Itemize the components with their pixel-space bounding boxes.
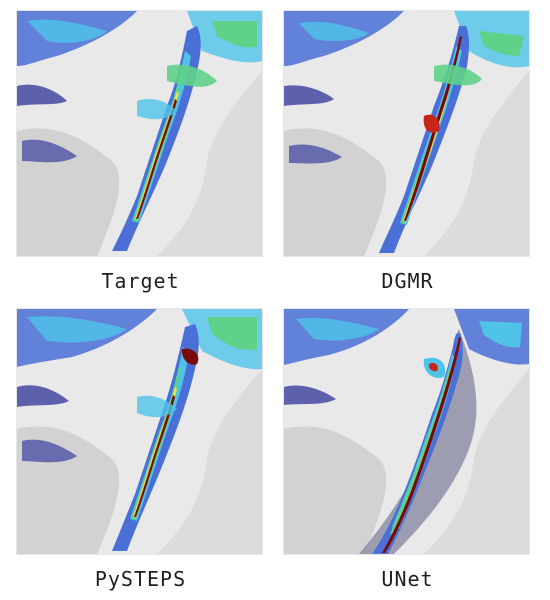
radar-image-dgmr: [284, 11, 529, 256]
radar-image-pysteps: [17, 309, 262, 554]
radar-image-target: [17, 11, 262, 256]
panel-unet: UNet: [283, 308, 532, 591]
precipitation-map-target: [16, 10, 263, 257]
panel-pysteps: PySTEPS: [16, 308, 265, 591]
panel-label-dgmr: DGMR: [381, 269, 434, 293]
panel-label-target: Target: [101, 269, 180, 293]
precipitation-map-dgmr: [283, 10, 530, 257]
precipitation-map-unet: [283, 308, 530, 555]
panel-dgmr: DGMR: [283, 10, 532, 293]
panel-target: Target: [16, 10, 265, 293]
radar-image-unet: [284, 309, 529, 554]
panel-label-unet: UNet: [381, 567, 434, 591]
precipitation-map-pysteps: [16, 308, 263, 555]
panel-label-pysteps: PySTEPS: [94, 567, 187, 591]
